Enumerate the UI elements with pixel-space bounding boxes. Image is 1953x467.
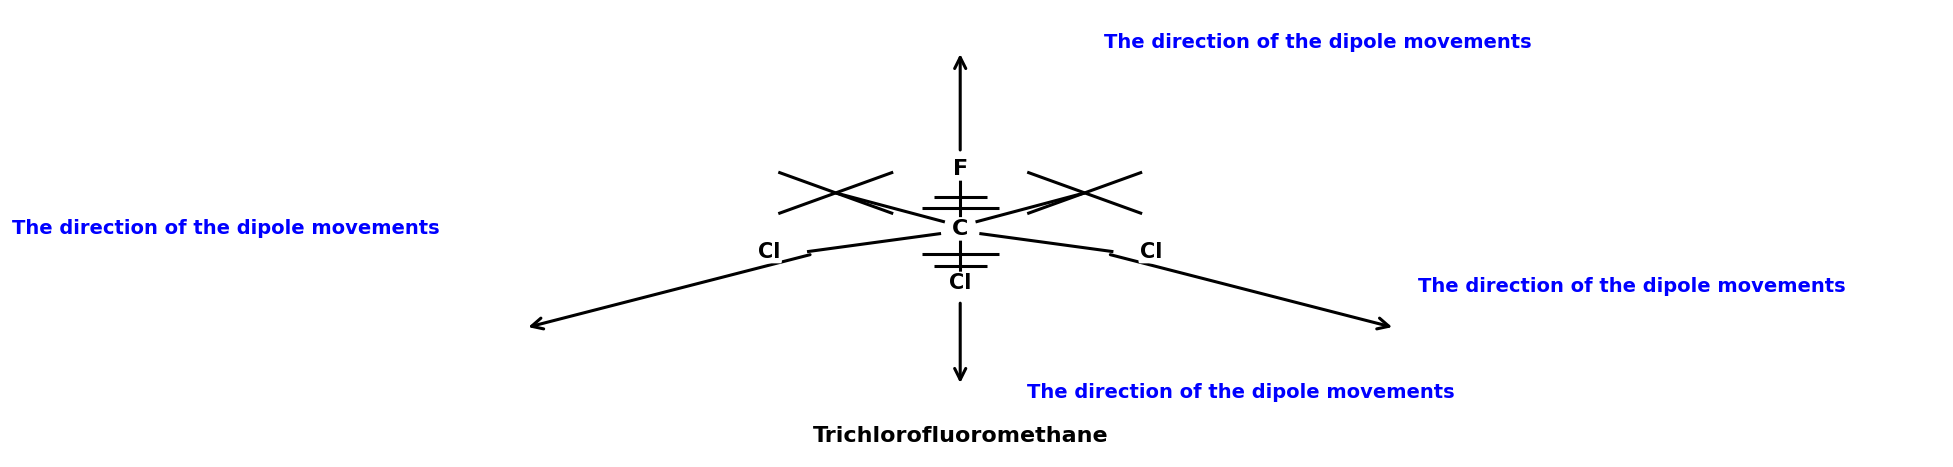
Text: The direction of the dipole movements: The direction of the dipole movements [12,219,439,238]
Text: Trichlorofluoromethane: Trichlorofluoromethane [812,426,1107,446]
Text: Cl: Cl [949,273,971,293]
Text: The direction of the dipole movements: The direction of the dipole movements [1027,383,1455,402]
Text: The direction of the dipole movements: The direction of the dipole movements [1103,33,1531,51]
Text: The direction of the dipole movements: The direction of the dipole movements [1418,277,1846,296]
Text: F: F [953,159,969,179]
Text: C: C [951,219,969,239]
Text: Cl: Cl [758,242,779,262]
Text: Cl: Cl [1141,242,1162,262]
